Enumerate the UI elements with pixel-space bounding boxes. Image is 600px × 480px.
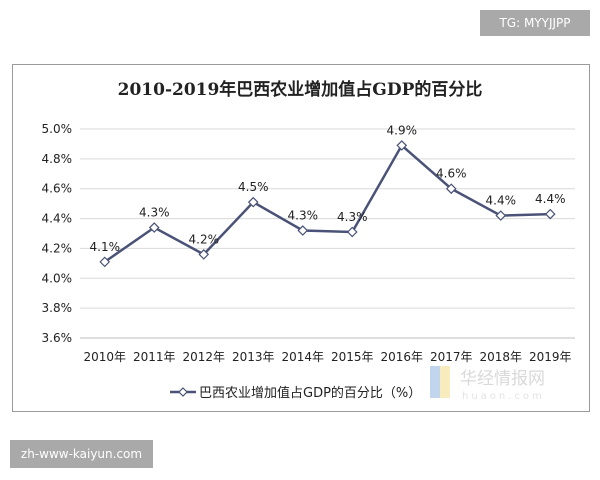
data-point-marker: [445, 183, 457, 195]
data-label: 4.3%: [139, 206, 170, 220]
x-tick-label: 2011年: [133, 350, 176, 364]
x-tick-label: 2019年: [529, 350, 572, 364]
data-point-marker: [346, 226, 358, 238]
chart-title: 2010-2019年巴西农业增加值占GDP的百分比: [118, 79, 483, 100]
data-point-marker: [247, 196, 259, 208]
watermark-cn: 华经情报网: [460, 369, 545, 389]
data-label: 4.3%: [288, 209, 319, 223]
data-label: 4.3%: [337, 210, 368, 224]
x-tick-label: 2017年: [430, 350, 473, 364]
chart-frame: [12, 64, 590, 412]
y-tick-label: 5.0%: [42, 122, 73, 136]
data-point-marker: [544, 208, 556, 220]
data-point-marker: [297, 225, 309, 236]
legend-diamond-icon: [178, 387, 188, 397]
data-label: 4.4%: [486, 194, 517, 208]
x-tick-label: 2013年: [232, 350, 275, 364]
data-point-marker: [99, 256, 111, 268]
series-line: [104, 143, 551, 263]
y-tick-label: 3.8%: [42, 301, 73, 315]
y-tick-label: 4.6%: [42, 182, 73, 196]
x-tick-label: 2018年: [479, 350, 522, 364]
y-tick-label: 4.8%: [42, 152, 73, 166]
data-point-marker: [396, 140, 408, 151]
watermark-logo-icon: [430, 366, 440, 398]
watermark: 华经情报网 huaon.com: [430, 366, 545, 402]
data-label: 4.2%: [189, 232, 220, 246]
x-tick-label: 2016年: [380, 350, 423, 364]
watermark-en: huaon.com: [462, 391, 545, 402]
legend: 巴西农业增加值占GDP的百分比（%）: [170, 385, 421, 401]
tg-badge: TG: MYYJJPP: [480, 10, 590, 36]
site-badge: zh-www-kaiyun.com: [10, 440, 153, 468]
data-point-marker: [495, 210, 507, 221]
y-tick-label: 4.2%: [42, 241, 73, 255]
data-label: 4.6%: [436, 167, 467, 181]
data-point-marker: [148, 222, 160, 233]
x-tick-label: 2012年: [182, 350, 225, 364]
data-point-marker: [198, 249, 210, 260]
y-tick-label: 3.6%: [42, 331, 73, 345]
x-tick-label: 2015年: [331, 350, 374, 364]
y-tick-label: 4.0%: [42, 271, 73, 285]
x-tick-label: 2010年: [83, 350, 126, 364]
y-tick-label: 4.4%: [42, 212, 73, 226]
data-label: 4.1%: [90, 240, 121, 254]
legend-label: 巴西农业增加值占GDP的百分比（%）: [199, 385, 421, 401]
data-label: 4.5%: [238, 180, 269, 194]
x-tick-label: 2014年: [281, 350, 324, 364]
data-label: 4.4%: [535, 192, 566, 206]
data-label: 4.9%: [387, 123, 418, 137]
